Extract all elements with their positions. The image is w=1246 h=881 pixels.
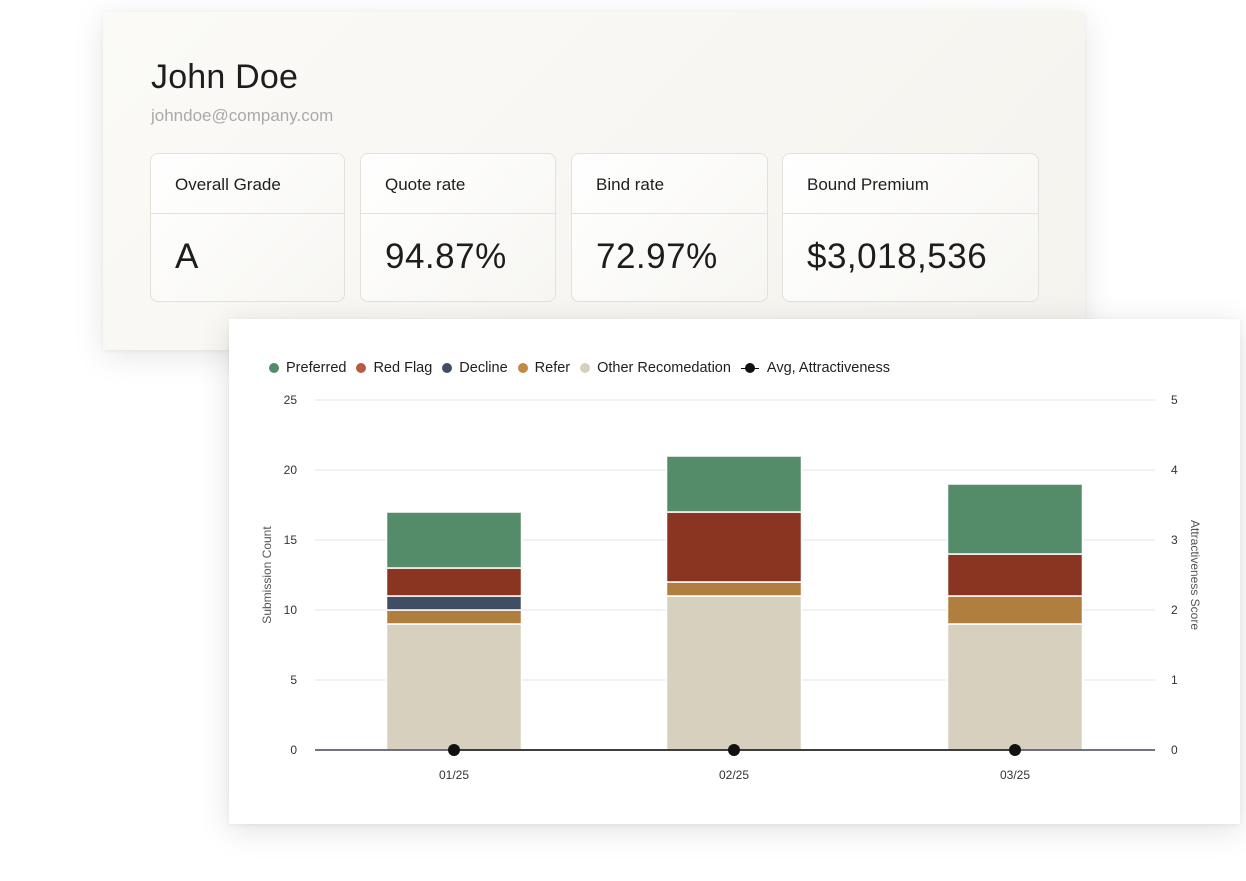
legend-item-other-recomedation[interactable]: Other Recomedation xyxy=(580,360,731,376)
legend-label: Avg, Attractiveness xyxy=(766,360,890,376)
y-tick-label: 20 xyxy=(284,463,298,477)
bar-segment xyxy=(385,623,523,751)
metric-value: A xyxy=(175,237,199,276)
legend-swatch xyxy=(517,363,528,373)
legend-swatch xyxy=(580,363,591,373)
stacked-bar-chart: 0 5 10 15 20 25 0 1 2 3 4 5 Submission Count Attracti… xyxy=(260,393,1202,782)
y2-tick-label: 5 xyxy=(1171,393,1178,407)
legend-swatch xyxy=(356,363,367,373)
y-tick-label: 15 xyxy=(284,533,298,547)
user-email: johndoe@company.com xyxy=(151,106,334,125)
y2-tick-label: 1 xyxy=(1171,673,1178,687)
bar-segment xyxy=(946,595,1084,625)
avg-attractiveness-point xyxy=(728,744,740,756)
y-tick-label: 25 xyxy=(284,393,298,407)
metric-card-overall-grade: Overall Grade A xyxy=(150,153,345,302)
y2-tick-label: 2 xyxy=(1171,603,1178,617)
x-tick-label: 01/25 xyxy=(439,768,469,782)
bar-segment xyxy=(665,595,803,751)
profile-card: John Doe johndoe@company.com Overall Gra… xyxy=(103,12,1085,350)
legend-label: Other Recomedation xyxy=(597,360,731,376)
avg-attractiveness-point xyxy=(448,744,460,756)
metric-label: Quote rate xyxy=(361,154,555,214)
y2-axis-label: Attractiveness Score xyxy=(1188,520,1202,630)
bar-segment xyxy=(385,511,523,569)
metric-card-quote-rate: Quote rate 94.87% xyxy=(360,153,556,302)
legend-item-avg-attractiveness[interactable]: Avg, Attractiveness xyxy=(740,360,890,376)
y-tick-label: 0 xyxy=(290,743,297,757)
user-name: John Doe xyxy=(151,58,299,96)
metric-label: Bound Premium xyxy=(783,154,1038,214)
bar-segment xyxy=(946,553,1084,597)
legend-label: Decline xyxy=(459,360,508,376)
y2-tick-label: 4 xyxy=(1171,463,1178,477)
bar-segment xyxy=(946,623,1084,751)
metric-value: 94.87% xyxy=(385,237,507,276)
metric-card-bound-premium: Bound Premium $3,018,536 xyxy=(782,153,1039,302)
legend-item-refer[interactable]: Refer xyxy=(517,360,571,376)
y2-tick-label: 3 xyxy=(1171,533,1178,547)
x-tick-label: 02/25 xyxy=(719,768,749,782)
bar-segment xyxy=(665,581,803,597)
bar-segment xyxy=(665,511,803,583)
y2-tick-label: 0 xyxy=(1171,743,1178,757)
metric-label: Bind rate xyxy=(572,154,767,214)
avg-attractiveness-point xyxy=(1009,744,1021,756)
y-tick-label: 10 xyxy=(284,603,298,617)
metric-label: Overall Grade xyxy=(151,154,344,214)
legend-item-decline[interactable]: Decline xyxy=(442,360,508,376)
bar-segment xyxy=(946,483,1084,555)
y-axis-label: Submission Count xyxy=(260,526,274,624)
y-tick-label: 5 xyxy=(290,673,297,687)
chart-card: Preferred Red Flag Decline Refer Other R… xyxy=(229,319,1240,824)
legend-item-preferred[interactable]: Preferred xyxy=(269,360,346,376)
bar-segment xyxy=(385,595,523,611)
metric-card-bind-rate: Bind rate 72.97% xyxy=(571,153,768,302)
metric-value: $3,018,536 xyxy=(807,237,988,276)
legend-label: Red Flag xyxy=(373,360,433,376)
bar-segment xyxy=(385,609,523,625)
bar-segment xyxy=(385,567,523,597)
metric-value: 72.97% xyxy=(596,237,718,276)
chart-legend: Preferred Red Flag Decline Refer Other R… xyxy=(269,360,900,376)
legend-label: Preferred xyxy=(286,360,347,376)
bar-segment xyxy=(665,455,803,513)
x-tick-label: 03/25 xyxy=(1000,768,1030,782)
legend-swatch xyxy=(269,363,279,373)
legend-label: Refer xyxy=(534,360,571,376)
legend-line-marker xyxy=(740,363,759,373)
legend-swatch xyxy=(442,363,453,373)
legend-item-red-flag[interactable]: Red Flag xyxy=(356,360,432,376)
